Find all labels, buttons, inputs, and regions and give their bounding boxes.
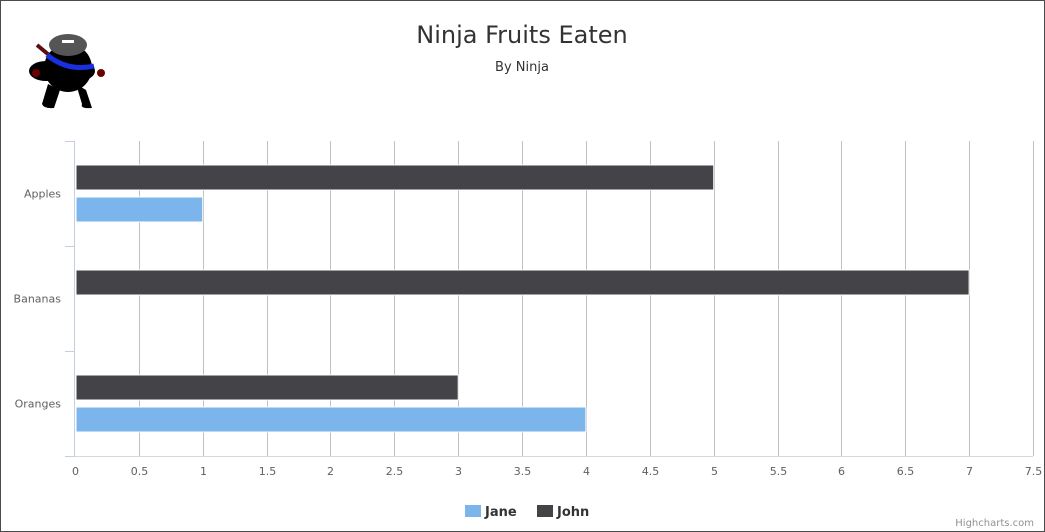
x-tick-label: 0.5 [131, 465, 149, 478]
legend-label-jane: Jane [484, 505, 517, 520]
y-category-label: Oranges [15, 398, 62, 411]
legend-label-john: John [556, 505, 589, 520]
chart-title: Ninja Fruits Eaten [416, 21, 627, 49]
y-category-label: Apples [24, 188, 61, 201]
x-tick-label: 6 [838, 465, 845, 478]
x-tick-label: 4.5 [642, 465, 660, 478]
bar-john-bananas[interactable] [75, 269, 970, 296]
bar-jane-apples[interactable] [75, 196, 204, 223]
x-tick-label: 6.5 [897, 465, 915, 478]
gridlines [139, 141, 1034, 456]
credits-link[interactable]: Highcharts.com [955, 518, 1034, 529]
x-tick-label: 3 [455, 465, 462, 478]
x-tick-label: 0 [72, 465, 79, 478]
bar-jane-oranges[interactable] [75, 406, 587, 433]
axes: 0 0.5 1 1.5 2 2.5 3 3.5 4 4.5 5 5.5 6 6.5 7 7.5 Apples Ba… [14, 141, 1043, 478]
x-tick-label: 5 [711, 465, 718, 478]
x-tick-label: 5.5 [770, 465, 788, 478]
legend: Jane John [465, 505, 589, 520]
x-tick-label: 7 [966, 465, 973, 478]
chart-subtitle: By Ninja [495, 60, 549, 75]
legend-swatch-john [537, 505, 553, 517]
legend-item-jane[interactable]: Jane [465, 505, 517, 520]
bar-john-apples[interactable] [75, 164, 715, 191]
bar-john-oranges[interactable] [75, 374, 459, 401]
legend-swatch-jane [465, 505, 481, 517]
x-tick-label: 3.5 [514, 465, 532, 478]
ninja-logo-icon [29, 34, 105, 109]
x-tick-label: 2 [327, 465, 334, 478]
legend-item-john[interactable]: John [537, 505, 589, 520]
x-tick-label: 7.5 [1025, 465, 1043, 478]
x-tick-label: 1.5 [259, 465, 277, 478]
bars [75, 164, 970, 433]
x-tick-label: 1 [200, 465, 207, 478]
x-tick-label: 4 [583, 465, 590, 478]
x-tick-label: 2.5 [386, 465, 404, 478]
y-category-label: Bananas [14, 293, 62, 306]
